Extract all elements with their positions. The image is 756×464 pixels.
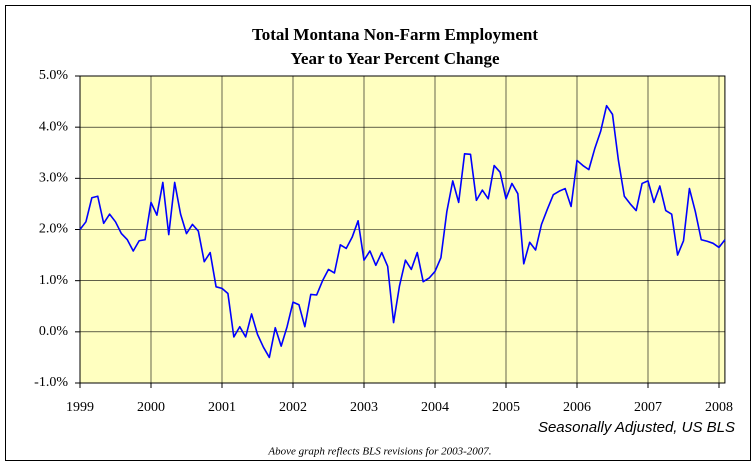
chart-title: Total Montana Non-Farm Employment: [252, 25, 538, 44]
source-note: Seasonally Adjusted, US BLS: [538, 419, 735, 436]
y-tick-label: 4.0%: [39, 119, 69, 134]
data-line: [79, 104, 726, 359]
y-tick-label: 5.0%: [39, 68, 69, 83]
y-tick-label: 0.0%: [39, 324, 69, 339]
x-tick-label: 2008: [705, 400, 733, 415]
x-tick-label: 2002: [279, 400, 307, 415]
y-tick-label: 3.0%: [39, 171, 69, 186]
x-tick-label: 2007: [634, 400, 662, 415]
footnote: Above graph reflects BLS revisions for 2…: [267, 446, 491, 458]
x-tick-label: 2004: [421, 400, 449, 415]
y-tick-label: 2.0%: [39, 222, 69, 237]
x-tick-label: 2001: [208, 400, 236, 415]
x-tick-label: 1999: [66, 400, 94, 415]
y-tick-label: -1.0%: [34, 375, 68, 390]
x-tick-label: 2000: [137, 400, 165, 415]
x-tick-label: 2003: [350, 400, 378, 415]
x-tick-label: 2005: [492, 400, 520, 415]
x-tick-label: 2006: [563, 400, 591, 415]
chart-subtitle: Year to Year Percent Change: [291, 49, 500, 68]
y-tick-label: 1.0%: [39, 273, 69, 288]
